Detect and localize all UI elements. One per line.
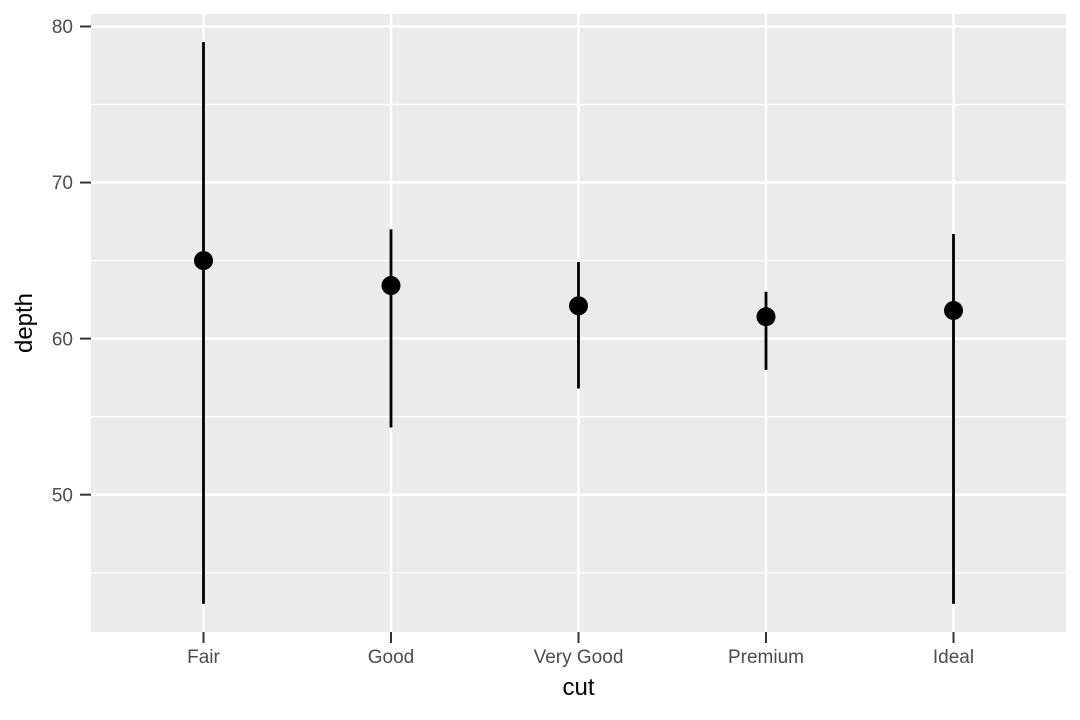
pointrange-dot-very-good [569, 296, 588, 316]
x-tick-label-good: Good [368, 647, 414, 668]
y-tick-label-50: 50 [52, 485, 73, 506]
pointrange-dot-good [381, 276, 401, 296]
x-tick-label-ideal: Ideal [933, 647, 974, 668]
x-tick-label-premium: Premium [728, 647, 804, 668]
x-tick-label-very-good: Very Good [534, 647, 624, 668]
y-tick-label-70: 70 [52, 173, 73, 194]
x-tick-label-fair: Fair [187, 647, 220, 668]
pointrange-dot-premium [756, 307, 776, 327]
pointrange-dot-fair [194, 251, 213, 271]
pointrange-dot-ideal [944, 301, 963, 321]
y-axis-title: depth [11, 292, 38, 354]
y-tick-label-60: 60 [52, 329, 73, 350]
y-tick-label-80: 80 [52, 17, 73, 38]
x-axis-title: cut [562, 674, 595, 701]
